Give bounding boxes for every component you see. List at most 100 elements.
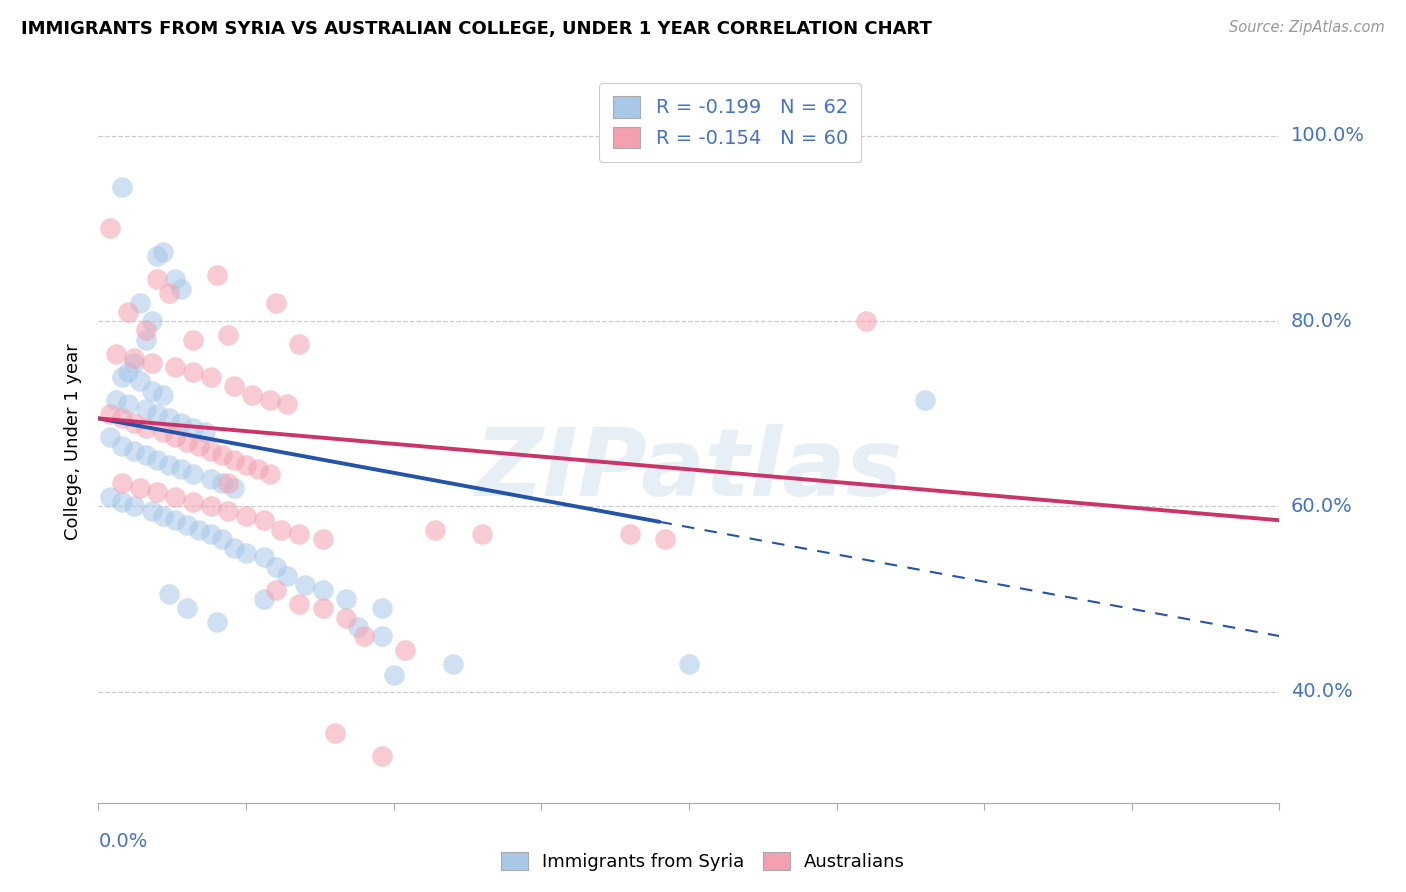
Point bbox=[217, 328, 239, 343]
Point bbox=[288, 337, 311, 351]
Point bbox=[235, 508, 257, 523]
Point bbox=[157, 286, 180, 301]
Point bbox=[855, 314, 877, 328]
Point bbox=[122, 356, 145, 370]
Text: Source: ZipAtlas.com: Source: ZipAtlas.com bbox=[1229, 20, 1385, 35]
Point bbox=[146, 249, 169, 263]
Point bbox=[122, 416, 145, 430]
Point bbox=[441, 657, 464, 671]
Point bbox=[353, 629, 375, 643]
Point bbox=[98, 430, 121, 444]
Text: 80.0%: 80.0% bbox=[1291, 311, 1353, 331]
Point bbox=[117, 397, 139, 411]
Point bbox=[152, 244, 174, 259]
Point bbox=[135, 402, 157, 417]
Point bbox=[259, 392, 281, 407]
Point bbox=[117, 365, 139, 379]
Point bbox=[181, 420, 204, 434]
Point bbox=[200, 369, 222, 384]
Point bbox=[259, 467, 281, 481]
Point bbox=[98, 221, 121, 235]
Point bbox=[678, 657, 700, 671]
Point bbox=[165, 272, 187, 286]
Point bbox=[135, 333, 157, 347]
Point bbox=[152, 388, 174, 402]
Point bbox=[382, 668, 405, 682]
Y-axis label: College, Under 1 year: College, Under 1 year bbox=[65, 343, 83, 540]
Point bbox=[654, 532, 676, 546]
Point bbox=[323, 726, 346, 740]
Point bbox=[240, 388, 263, 402]
Point bbox=[371, 601, 394, 615]
Point bbox=[117, 305, 139, 319]
Point bbox=[176, 601, 198, 615]
Point bbox=[157, 587, 180, 601]
Point bbox=[165, 513, 187, 527]
Point bbox=[98, 407, 121, 421]
Point bbox=[224, 453, 246, 467]
Point bbox=[270, 523, 292, 537]
Point bbox=[157, 411, 180, 425]
Point bbox=[122, 443, 145, 458]
Point bbox=[111, 494, 134, 508]
Point bbox=[312, 582, 335, 597]
Point bbox=[276, 569, 298, 583]
Point bbox=[312, 601, 335, 615]
Point bbox=[276, 397, 298, 411]
Text: 100.0%: 100.0% bbox=[1291, 127, 1365, 145]
Point bbox=[135, 323, 157, 337]
Text: IMMIGRANTS FROM SYRIA VS AUSTRALIAN COLLEGE, UNDER 1 YEAR CORRELATION CHART: IMMIGRANTS FROM SYRIA VS AUSTRALIAN COLL… bbox=[21, 20, 932, 37]
Point bbox=[371, 749, 394, 764]
Point bbox=[105, 346, 128, 360]
Point bbox=[146, 453, 169, 467]
Point bbox=[423, 523, 446, 537]
Point bbox=[111, 179, 134, 194]
Point bbox=[141, 314, 163, 328]
Point bbox=[146, 485, 169, 500]
Point bbox=[335, 610, 357, 624]
Point bbox=[217, 504, 239, 518]
Point bbox=[235, 458, 257, 472]
Point bbox=[181, 467, 204, 481]
Point bbox=[181, 494, 204, 508]
Point bbox=[200, 500, 222, 514]
Point bbox=[194, 425, 217, 440]
Point bbox=[152, 425, 174, 440]
Point bbox=[253, 592, 276, 607]
Point bbox=[176, 434, 198, 449]
Text: 0.0%: 0.0% bbox=[98, 831, 148, 851]
Point bbox=[135, 420, 157, 434]
Point bbox=[211, 449, 233, 463]
Point bbox=[200, 472, 222, 486]
Text: ZIPatlas: ZIPatlas bbox=[475, 425, 903, 516]
Point bbox=[157, 458, 180, 472]
Point bbox=[176, 517, 198, 532]
Point bbox=[211, 532, 233, 546]
Point bbox=[264, 582, 287, 597]
Point bbox=[347, 620, 370, 634]
Point bbox=[111, 369, 134, 384]
Point bbox=[335, 592, 357, 607]
Point bbox=[111, 411, 134, 425]
Point bbox=[224, 481, 246, 495]
Point bbox=[181, 365, 204, 379]
Point bbox=[128, 481, 150, 495]
Point bbox=[141, 504, 163, 518]
Point bbox=[914, 392, 936, 407]
Point bbox=[165, 430, 187, 444]
Point bbox=[205, 615, 228, 630]
Point bbox=[128, 295, 150, 310]
Point bbox=[105, 392, 128, 407]
Text: 40.0%: 40.0% bbox=[1291, 682, 1353, 701]
Point bbox=[264, 295, 287, 310]
Point bbox=[128, 375, 150, 389]
Point bbox=[288, 527, 311, 541]
Point bbox=[152, 508, 174, 523]
Legend: R = -0.199   N = 62, R = -0.154   N = 60: R = -0.199 N = 62, R = -0.154 N = 60 bbox=[599, 83, 862, 162]
Point bbox=[122, 500, 145, 514]
Point bbox=[98, 490, 121, 504]
Point bbox=[111, 439, 134, 453]
Point bbox=[288, 597, 311, 611]
Point bbox=[394, 643, 416, 657]
Point bbox=[141, 356, 163, 370]
